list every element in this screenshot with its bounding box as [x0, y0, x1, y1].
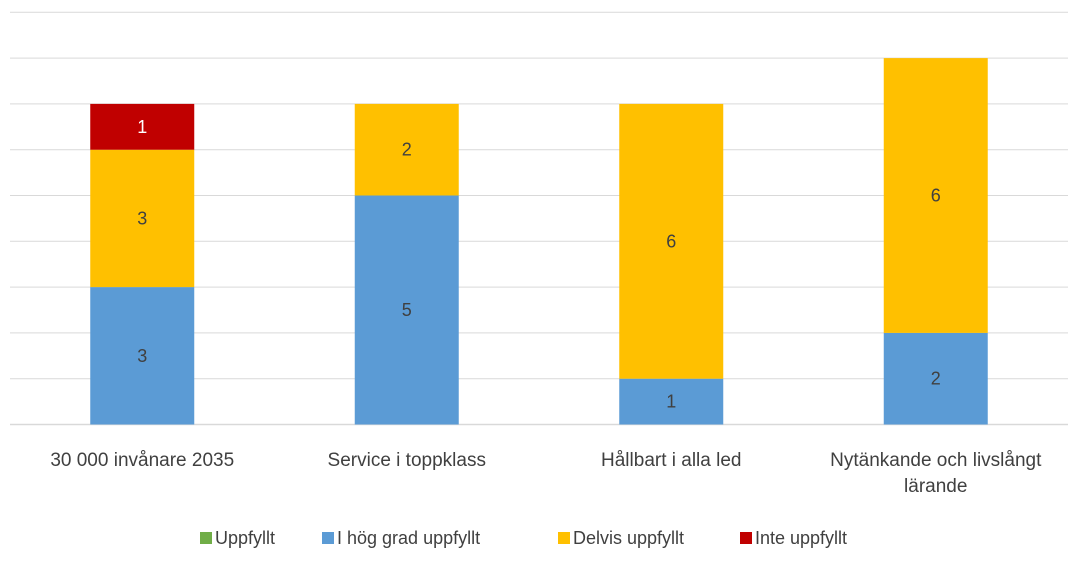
x-tick-label: Service i toppklass [328, 450, 486, 471]
legend-label: Uppfyllt [215, 528, 275, 548]
data-label: 3 [137, 346, 147, 366]
legend-label: I hög grad uppfyllt [337, 528, 480, 548]
legend-swatch [740, 532, 752, 544]
x-axis-tick-labels: 30 000 invånare 2035 Service i toppklass H… [50, 450, 1042, 497]
legend-label: Delvis uppfyllt [573, 528, 684, 548]
data-label: 2 [402, 140, 412, 160]
data-label: 2 [931, 369, 941, 389]
bar-segment [90, 287, 195, 425]
data-label: 6 [931, 186, 941, 206]
legend: Uppfyllt I hög grad uppfyllt Delvis uppfyl… [200, 528, 847, 548]
data-label: 3 [137, 208, 147, 228]
x-tick-label: 30 000 invånare 2035 [50, 450, 234, 471]
bar-segment [354, 103, 459, 196]
bar-segment [619, 103, 724, 379]
legend-swatch [558, 532, 570, 544]
bar-segment [90, 149, 195, 288]
data-label: 1 [137, 117, 147, 137]
bar-segment [883, 58, 988, 333]
legend-swatch [322, 532, 334, 544]
bar-segment [883, 332, 988, 425]
bar-segment [90, 103, 195, 150]
bar-segment [619, 378, 724, 425]
data-labels: 3 3 1 5 2 1 6 2 6 [137, 117, 941, 412]
x-tick-label: lärande [904, 476, 967, 497]
x-tick-label: Hållbart i alla led [601, 450, 741, 471]
data-label: 6 [666, 231, 676, 251]
data-label: 1 [666, 392, 676, 412]
legend-label: Inte uppfyllt [755, 528, 847, 548]
bars [90, 58, 988, 425]
data-label: 5 [402, 300, 412, 320]
x-tick-label: Nytänkande och livslångt [830, 450, 1042, 471]
legend-swatch [200, 532, 212, 544]
bar-segment [354, 195, 459, 425]
